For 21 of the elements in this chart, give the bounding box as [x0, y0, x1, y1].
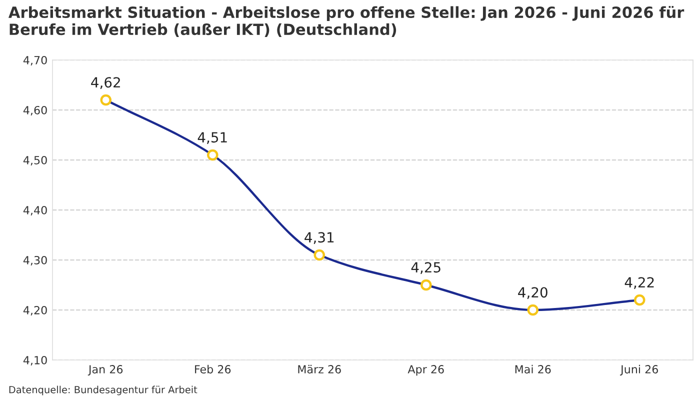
data-label: 4,31: [304, 232, 334, 244]
x-tick-label: Mai 26: [515, 364, 551, 374]
data-label: 4,51: [198, 132, 227, 144]
y-tick-label: 4,10: [23, 356, 47, 366]
text: Datenquelle: Bundesagentur für Arbeit: [9, 386, 198, 396]
data-label: 4,25: [411, 262, 440, 274]
y-tick-label: 4,20: [23, 306, 47, 316]
y-tick-label: 4,60: [23, 106, 47, 116]
chart-title: Arbeitsmarkt Situation - Arbeitslose pro offene Stelle: Jan 2026 - Juni 2026 für Berufe im Vertrieb (außer IKT) (Deutschland): [8, 6, 684, 37]
data-label: 4,20: [518, 287, 548, 300]
x-tick-label: Jan 26: [88, 365, 123, 376]
y-tick-label: 4,70: [23, 56, 47, 66]
x-tick-label: Juni 26: [620, 364, 658, 376]
x-tick-label: Apr 26: [408, 365, 444, 376]
data-label: 4,22: [624, 277, 654, 290]
y-tick-label: 4,50: [23, 156, 47, 166]
x-tick-label: März 26: [298, 364, 341, 374]
y-tick-label: 4,30: [23, 256, 47, 266]
x-tick-label: Feb 26: [195, 364, 231, 374]
data-label: 4,62: [91, 77, 120, 90]
y-tick-label: 4,40: [23, 206, 47, 216]
